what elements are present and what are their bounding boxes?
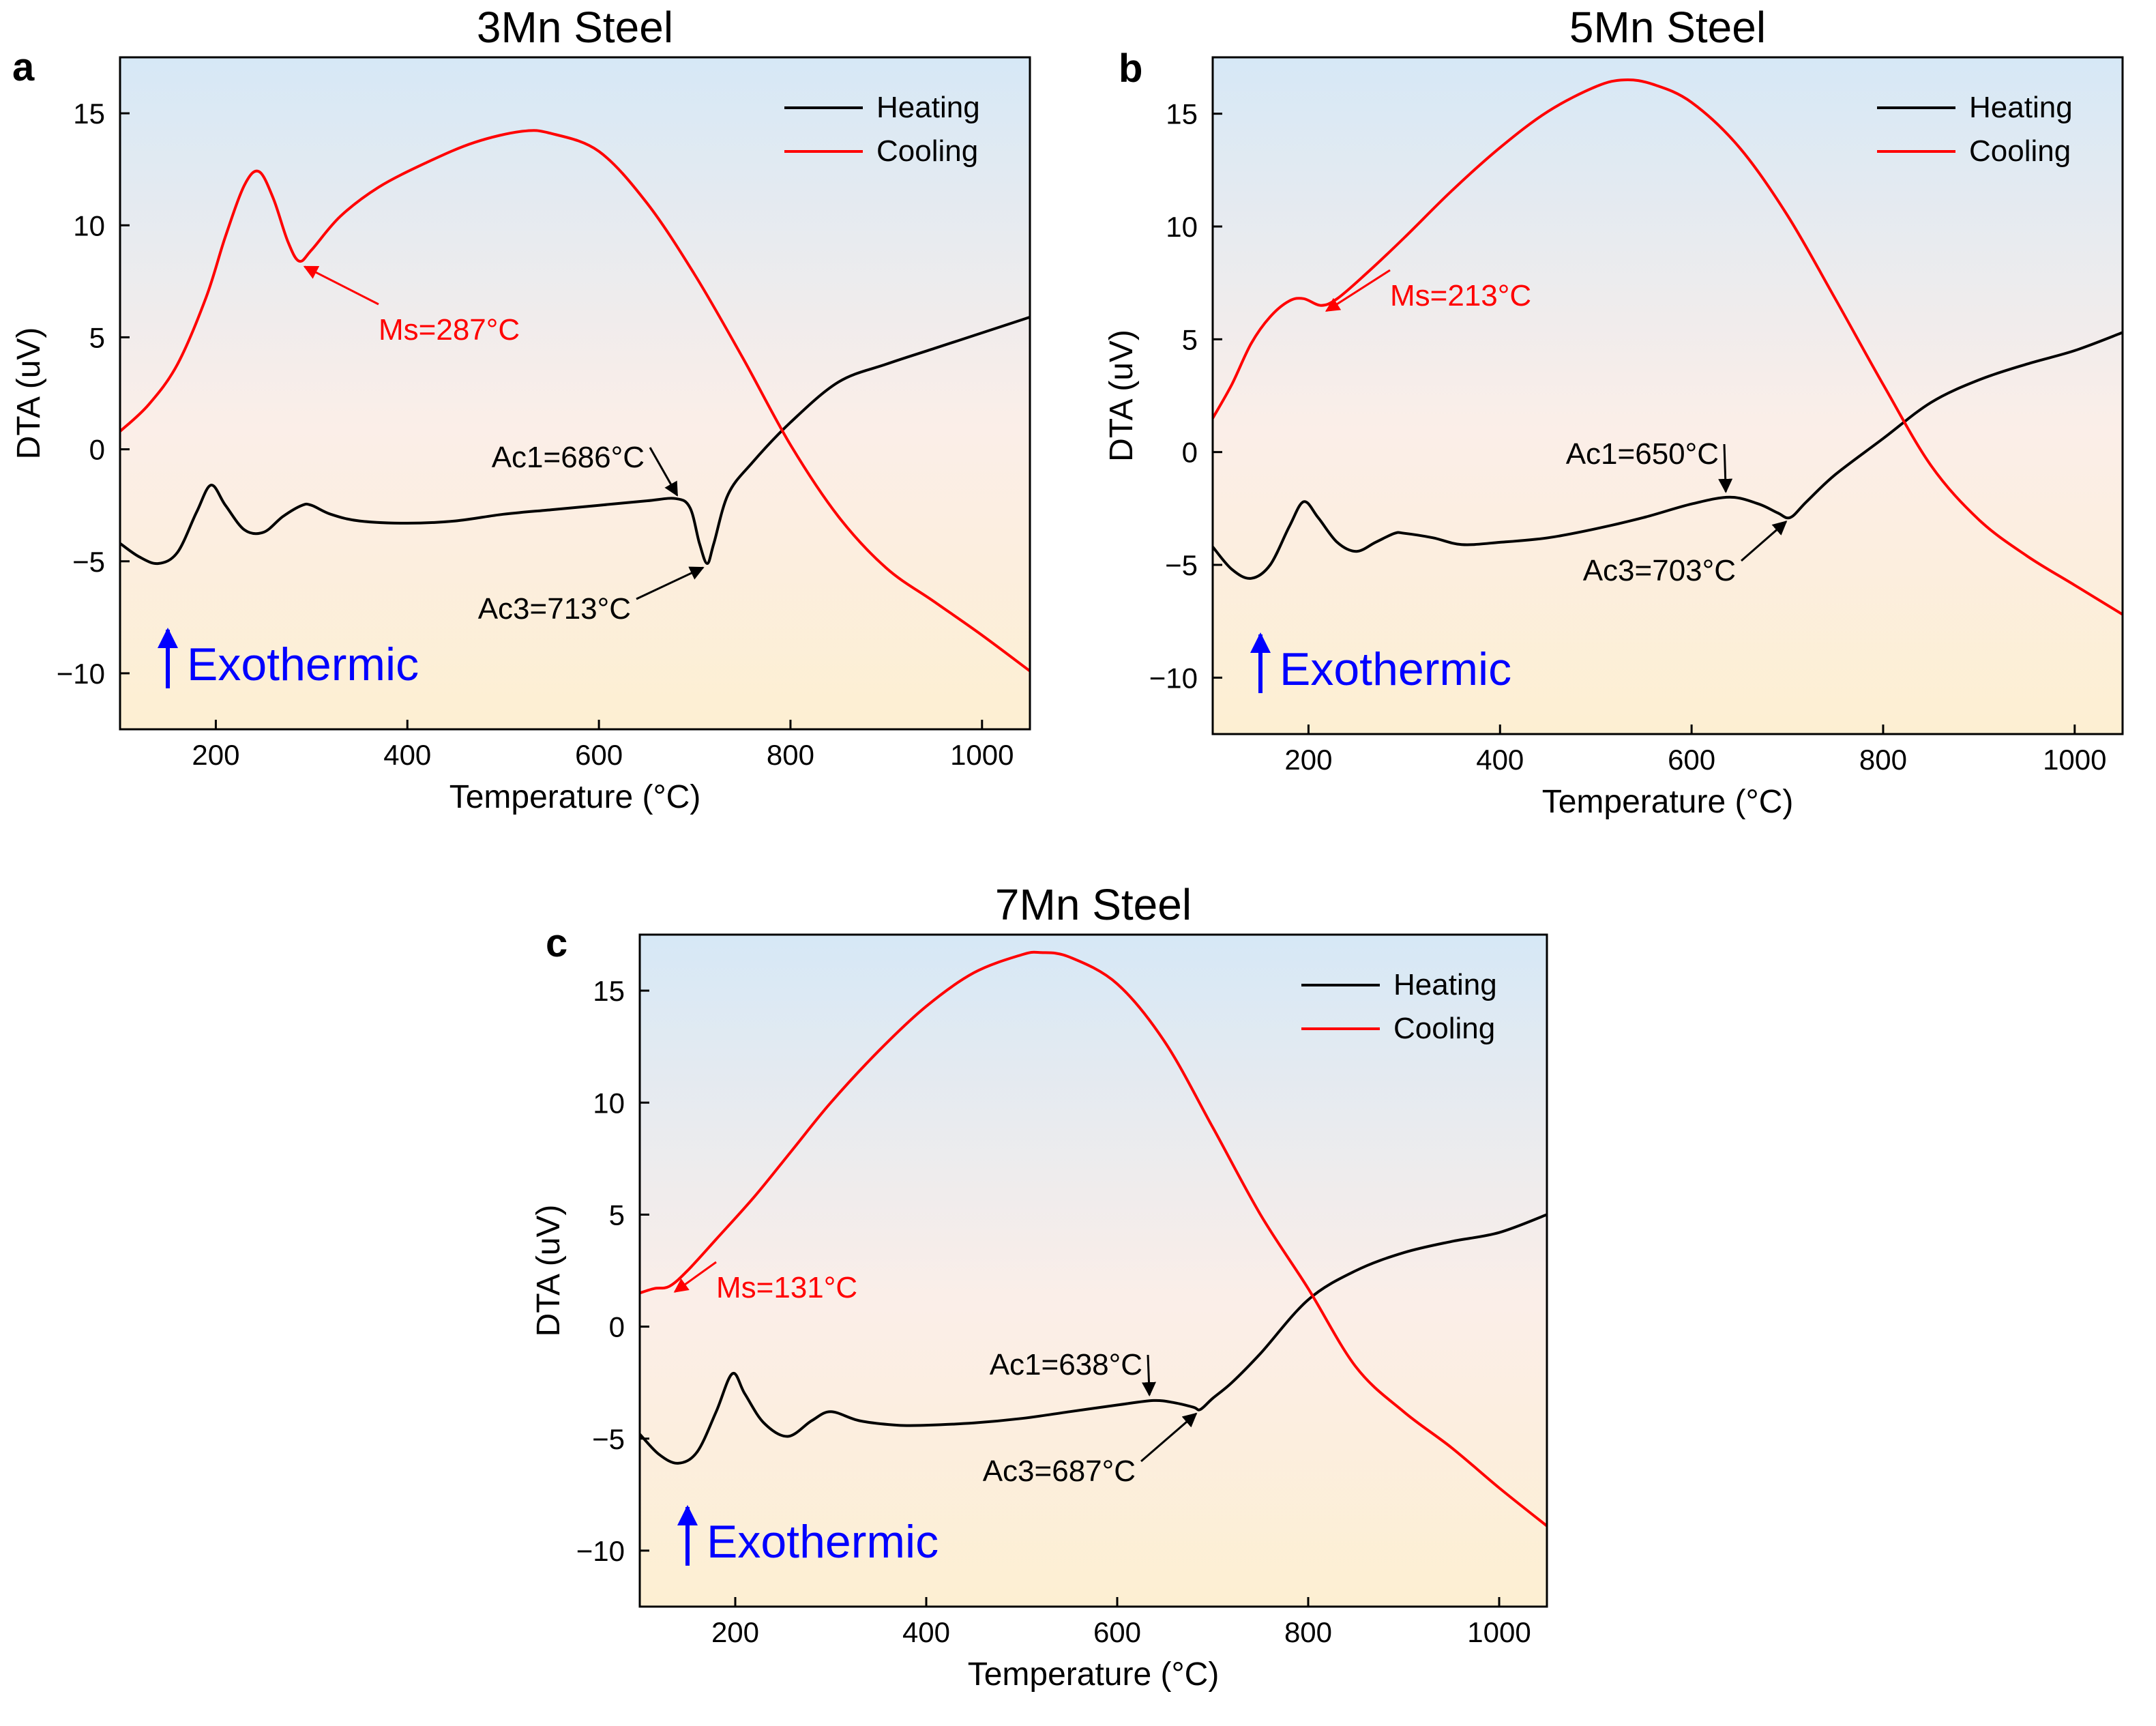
- x-tick-label: 600: [1093, 1616, 1141, 1648]
- x-tick-label: 200: [192, 739, 239, 771]
- legend-label-cooling: Cooling: [876, 134, 978, 168]
- exothermic-label: Exothermic: [707, 1516, 939, 1568]
- x-tick-label: 800: [767, 739, 814, 771]
- y-tick-label: −10: [576, 1535, 625, 1567]
- y-tick-label: 10: [1166, 211, 1198, 243]
- x-axis-label: Temperature (°C): [1542, 784, 1794, 820]
- legend-label-heating: Heating: [876, 91, 980, 124]
- plot-frame: [638, 933, 1548, 1608]
- annotation-ms: Ms=287°C: [379, 313, 520, 347]
- plot-frame: [1211, 56, 2124, 735]
- plot-area: [640, 935, 1547, 1607]
- y-tick-label: 0: [1182, 437, 1198, 469]
- panel-b: b 5Mn Steel 200 400 600 800 1000 −10 −5 0 5 10 15 Tem…: [1104, 3, 2124, 820]
- y-tick-label: −5: [72, 546, 105, 578]
- x-tick-label: 200: [711, 1616, 759, 1648]
- x-axis-label: Temperature (°C): [968, 1656, 1220, 1693]
- y-tick-label: −10: [1149, 662, 1198, 694]
- annotation-arrow: [303, 265, 379, 306]
- annotation-ms: Ms=213°C: [1390, 279, 1531, 312]
- plot-frame: [119, 56, 1031, 731]
- series-line-heating: [119, 315, 1031, 566]
- y-axis-label: DTA (uV): [1104, 330, 1140, 462]
- panel-a: a 3Mn Steel 200 400 600 800 1000 −10 −5 0 5 10 15 Tem…: [11, 3, 1031, 815]
- legend-label-heating: Heating: [1969, 91, 2073, 124]
- x-tick-label: 800: [1859, 744, 1907, 776]
- annotation-ms: Ms=131°C: [716, 1271, 857, 1304]
- y-tick-label: 5: [89, 321, 105, 353]
- y-tick-label: 5: [609, 1199, 625, 1231]
- x-tick-label: 1000: [950, 739, 1014, 771]
- annotation-arrow: [1325, 269, 1391, 312]
- x-tick-label: 1000: [1467, 1616, 1531, 1648]
- annotation-ac1: Ac1=650°C: [1566, 437, 1719, 471]
- annotation-ac3: Ac3=687°C: [983, 1454, 1136, 1488]
- y-axis-label: DTA (uV): [11, 327, 47, 460]
- y-tick-label: −5: [592, 1423, 625, 1455]
- x-tick-label: 800: [1284, 1616, 1332, 1648]
- annotation-arrow: [636, 566, 705, 600]
- annotation-arrow: [1140, 1412, 1198, 1463]
- exothermic-label: Exothermic: [1280, 643, 1511, 695]
- y-tick-label: −10: [57, 658, 105, 690]
- series-line-cooling: [639, 950, 1548, 1527]
- series-line-heating: [638, 1213, 1548, 1465]
- annotation-arrow: [649, 447, 679, 497]
- y-tick-label: 0: [89, 434, 105, 466]
- annotation-arrow: [673, 1261, 717, 1293]
- legend-label-cooling: Cooling: [1393, 1012, 1495, 1045]
- plot-area: [120, 57, 1030, 729]
- annotation-ac1: Ac1=686°C: [492, 441, 645, 474]
- y-tick-label: 15: [73, 98, 105, 130]
- chart-title: 7Mn Steel: [995, 880, 1192, 929]
- y-axis-label: DTA (uV): [531, 1205, 567, 1337]
- panel-label: a: [12, 45, 35, 89]
- y-tick-label: 10: [593, 1087, 625, 1119]
- y-tick-label: 0: [609, 1311, 625, 1343]
- annotation-arrow: [1142, 1354, 1156, 1397]
- annotation-arrow: [1718, 443, 1733, 493]
- x-tick-label: 400: [383, 739, 431, 771]
- x-tick-label: 600: [1668, 744, 1715, 776]
- x-tick-label: 1000: [2043, 744, 2106, 776]
- y-tick-label: 15: [593, 975, 625, 1007]
- series-line-cooling: [119, 129, 1031, 673]
- x-tick-label: 200: [1284, 744, 1332, 776]
- annotation-ac3: Ac3=703°C: [1583, 554, 1736, 587]
- y-tick-label: 15: [1166, 98, 1198, 130]
- x-axis-label: Temperature (°C): [449, 779, 701, 815]
- annotation-arrow: [1741, 521, 1788, 562]
- legend-label-cooling: Cooling: [1969, 134, 2071, 168]
- x-tick-label: 600: [575, 739, 623, 771]
- chart-title: 5Mn Steel: [1569, 3, 1766, 52]
- panel-label: c: [546, 921, 567, 965]
- plot-area: [1213, 57, 2123, 734]
- series-line-heating: [1211, 331, 2123, 580]
- legend-label-heating: Heating: [1393, 968, 1497, 1001]
- annotation-ac1: Ac1=638°C: [990, 1348, 1142, 1381]
- series-line-cooling: [1211, 78, 2124, 616]
- y-tick-label: 10: [73, 209, 105, 242]
- panel-c: c 7Mn Steel 200 400 600 800 1000 −10 −5 0 5 10 15 Tem…: [531, 880, 1548, 1693]
- x-tick-label: 400: [902, 1616, 950, 1648]
- y-tick-label: 5: [1182, 323, 1198, 355]
- x-tick-label: 400: [1476, 744, 1524, 776]
- y-tick-label: −5: [1165, 549, 1198, 581]
- annotation-ac3: Ac3=713°C: [478, 592, 631, 626]
- exothermic-label: Exothermic: [187, 639, 419, 690]
- panel-label: b: [1119, 46, 1142, 91]
- chart-title: 3Mn Steel: [477, 3, 673, 52]
